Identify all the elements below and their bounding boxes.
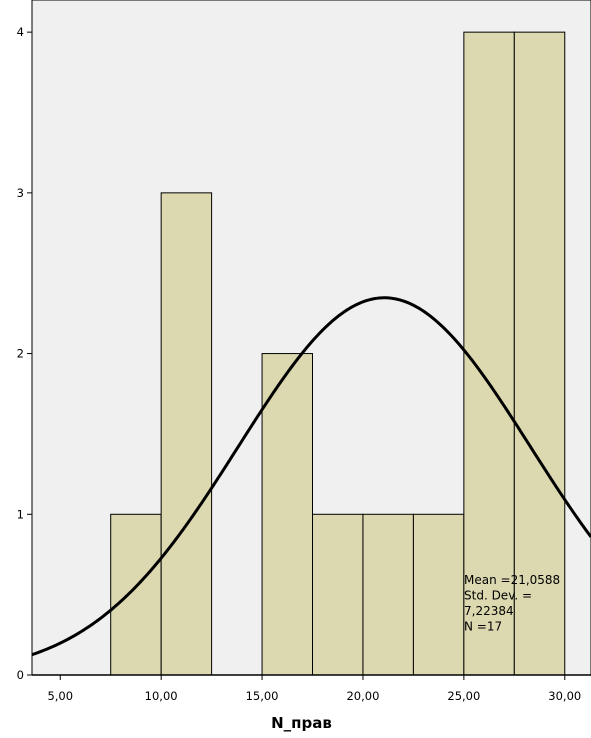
x-axis-title: N_прав <box>271 714 332 732</box>
y-tick-label-3: 3 <box>17 186 24 200</box>
histogram-bars <box>110 31 566 676</box>
y-tick-label-1: 1 <box>17 507 24 521</box>
histogram-bar-1 <box>160 192 213 676</box>
x-tick-label-2: 15,00 <box>246 689 279 703</box>
y-tick-label-2: 2 <box>17 347 24 361</box>
stats-annotation: Mean =21,0588 Std. Dev. =7,22384 N =17 <box>464 573 560 634</box>
stats-line-2: 7,22384 <box>464 604 514 618</box>
histogram-bar-8 <box>513 31 566 676</box>
x-tick-label-3: 20,00 <box>346 689 379 703</box>
histogram-bar-3 <box>261 353 314 676</box>
histogram-bar-7 <box>463 31 515 676</box>
x-tick-label-5: 30,00 <box>548 689 581 703</box>
stats-line-1: Std. Dev. = <box>464 589 532 603</box>
x-tick-label-0: 5,00 <box>47 689 73 703</box>
x-tick-label-4: 25,00 <box>447 689 480 703</box>
histogram-bar-5 <box>362 513 414 676</box>
x-tick-label-1: 10,00 <box>145 689 178 703</box>
histogram-bar-6 <box>412 513 465 676</box>
x-tick-labels: 5,00 10,00 15,00 20,00 25,00 30,00 <box>47 689 581 703</box>
histogram-bar-4 <box>312 513 364 676</box>
normal-curve <box>31 296 591 657</box>
axes <box>27 0 591 680</box>
y-tick-label-0: 0 <box>17 668 24 682</box>
y-tick-label-4: 4 <box>17 25 24 39</box>
stats-line-0: Mean =21,0588 <box>464 573 560 587</box>
y-tick-labels: 0 1 2 3 4 <box>17 25 24 682</box>
stats-line-3: N =17 <box>464 620 502 634</box>
histogram-bar-0 <box>110 513 162 676</box>
